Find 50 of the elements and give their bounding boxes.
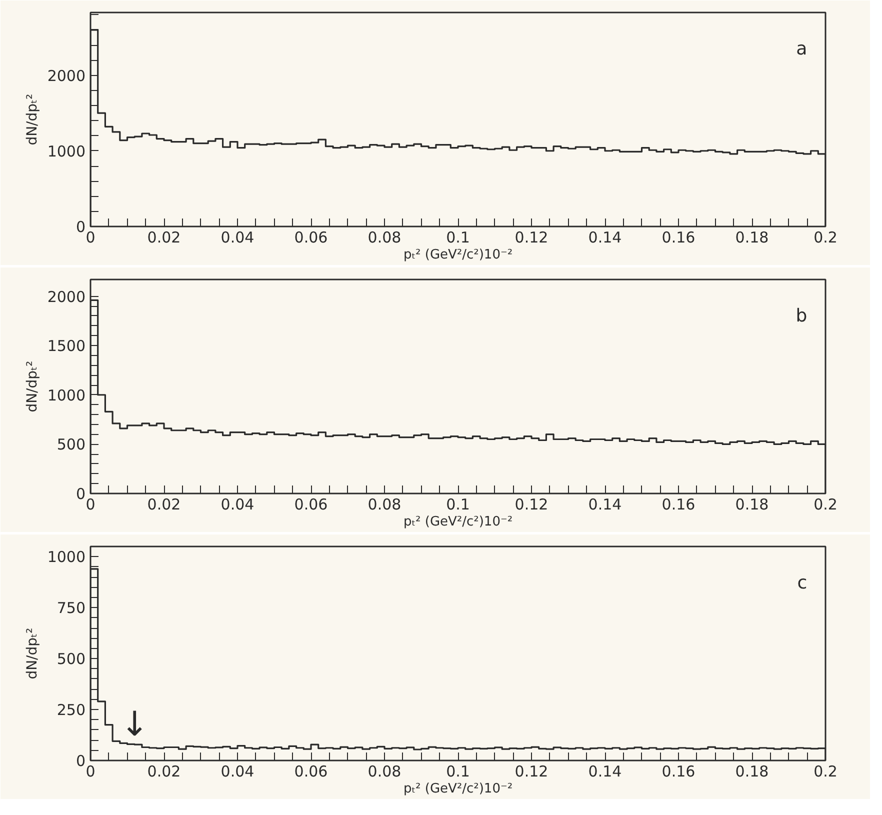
x-tick-label: 0.2 [814, 762, 838, 780]
x-tick-label: 0.1 [446, 228, 470, 246]
y-tick-label: 500 [56, 436, 86, 454]
x-tick-label: 0.1 [446, 496, 470, 514]
x-tick-label: 0.04 [220, 762, 254, 780]
x-axis-title: pₜ² (GeV²/c²)10⁻² [403, 782, 513, 796]
x-tick-label: 0.16 [662, 228, 696, 246]
x-tick-label: 0.12 [514, 496, 548, 514]
y-tick-label: 2000 [47, 66, 86, 85]
x-tick-label: 0.06 [294, 228, 328, 246]
x-tick-label: 0.02 [147, 496, 181, 514]
x-axis-title: pₜ² (GeV²/c²)10⁻² [403, 248, 513, 262]
x-tick-label: 0.2 [814, 496, 838, 514]
x-tick-label: 0.02 [147, 762, 181, 780]
x-tick-label: 0.14 [588, 762, 622, 780]
x-tick-label: 0.08 [368, 228, 402, 246]
x-tick-label: 0.08 [368, 496, 402, 514]
annotation: c [797, 572, 808, 594]
x-tick-label: 0.08 [368, 762, 402, 780]
y-tick-label: 1000 [47, 386, 86, 404]
x-tick-label: 0.14 [588, 228, 622, 246]
y-axis-title: dN/dpₜ² [24, 628, 40, 680]
y-axis-title: dN/dpₜ² [24, 94, 40, 146]
x-tick-label: 0.1 [446, 762, 470, 780]
x-tick-label: 0.04 [220, 228, 254, 246]
annotation: b [796, 306, 808, 327]
x-tick-label: 0.12 [514, 228, 548, 246]
x-tick-label: 0.12 [514, 762, 548, 780]
x-tick-label: 0.2 [814, 228, 838, 246]
y-axis-title: dN/dpₜ² [24, 360, 40, 412]
y-tick-label: 1500 [47, 337, 86, 356]
annotation: a [796, 38, 808, 60]
y-tick-label: 2000 [47, 288, 86, 306]
x-tick-label: 0.02 [147, 228, 181, 246]
x-tick-label: 0.06 [294, 762, 328, 780]
x-tick-label: 0.18 [735, 762, 769, 780]
y-tick-label: 750 [56, 599, 86, 618]
x-tick-label: 0.16 [662, 762, 696, 780]
x-tick-label: 0.18 [735, 496, 769, 514]
x-tick-label: 0.16 [662, 496, 696, 514]
y-tick-label: 500 [56, 650, 86, 668]
x-tick-label: 0.14 [588, 496, 622, 514]
annotation: ↓ [120, 704, 149, 745]
y-tick-label: 250 [56, 701, 86, 720]
x-tick-label: 0.04 [220, 496, 254, 514]
y-tick-label: 1000 [47, 548, 86, 566]
x-tick-label: 0.06 [294, 496, 328, 514]
y-tick-label: 1000 [47, 142, 86, 160]
x-axis-title: pₜ² (GeV²/c²)10⁻² [403, 514, 513, 530]
x-tick-label: 0.18 [735, 228, 769, 246]
